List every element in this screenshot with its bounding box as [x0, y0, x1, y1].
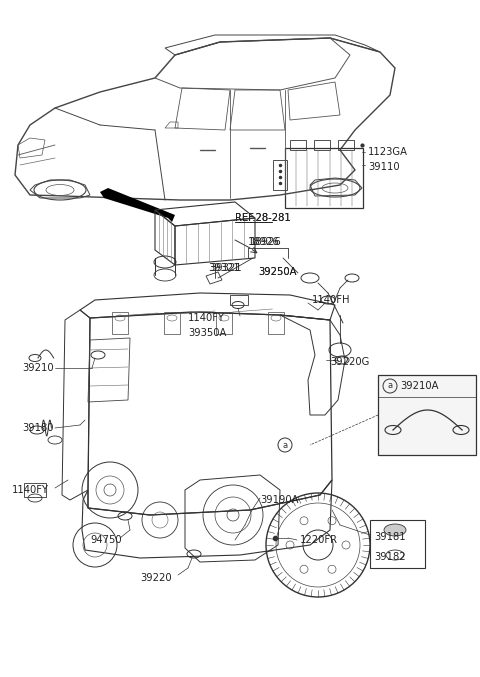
Text: 39220G: 39220G: [330, 357, 370, 367]
Text: 39181: 39181: [374, 532, 406, 542]
Text: 39110: 39110: [368, 162, 400, 172]
Bar: [230, 295, 248, 305]
Text: 1220FR: 1220FR: [300, 535, 338, 545]
Polygon shape: [100, 188, 175, 222]
Text: 39250A: 39250A: [258, 267, 297, 277]
Text: REF.28-281: REF.28-281: [235, 213, 291, 223]
Text: 18926: 18926: [250, 237, 282, 247]
Bar: [216, 312, 232, 334]
Bar: [290, 140, 306, 150]
Text: 1140FY: 1140FY: [188, 313, 225, 323]
Bar: [268, 312, 284, 334]
Bar: [370, 520, 425, 568]
Bar: [285, 148, 363, 208]
Text: a: a: [387, 382, 393, 391]
Bar: [314, 140, 330, 150]
Text: 39180: 39180: [22, 423, 53, 433]
Bar: [112, 312, 128, 334]
Bar: [378, 375, 476, 455]
Text: a: a: [282, 441, 288, 450]
Text: 39182: 39182: [374, 552, 406, 562]
Bar: [338, 140, 354, 150]
Text: 39190A: 39190A: [260, 495, 299, 505]
Bar: [24, 483, 46, 497]
Text: 39321: 39321: [208, 263, 240, 273]
Text: 39350A: 39350A: [188, 328, 227, 338]
Text: 1123GA: 1123GA: [368, 147, 408, 157]
Text: 39321: 39321: [210, 263, 241, 273]
Text: 39210A: 39210A: [400, 381, 439, 391]
Text: REF.28-281: REF.28-281: [235, 213, 291, 223]
Text: 94750: 94750: [90, 535, 121, 545]
Text: 39210: 39210: [22, 363, 54, 373]
Text: 1140FH: 1140FH: [312, 295, 350, 305]
Text: 1140FY: 1140FY: [12, 485, 49, 495]
Text: 18926: 18926: [248, 237, 280, 247]
Text: 39250A: 39250A: [258, 267, 297, 277]
Ellipse shape: [384, 524, 406, 536]
Bar: [273, 160, 287, 190]
Text: 39220: 39220: [140, 573, 172, 583]
Bar: [164, 312, 180, 334]
